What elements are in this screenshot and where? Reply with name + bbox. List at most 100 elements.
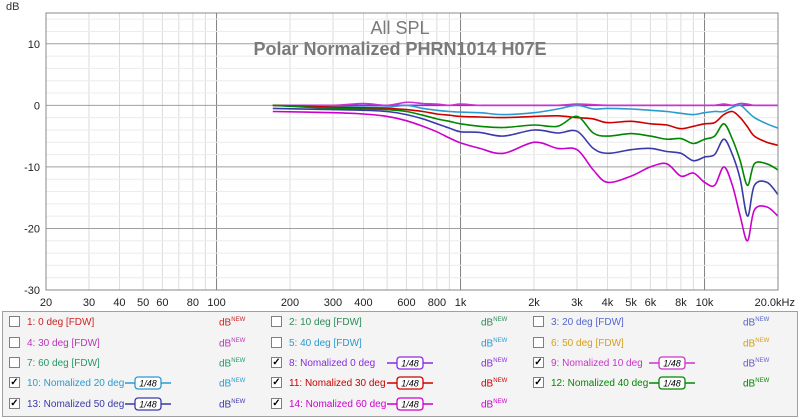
- x-tick-label: 50: [137, 297, 149, 309]
- legend-label: 9: Nomalized 10 deg: [551, 358, 643, 369]
- plot-background: [46, 13, 778, 290]
- legend-unit: dBNEW: [219, 317, 246, 329]
- legend-checkbox[interactable]: [9, 316, 20, 327]
- legend-item[interactable]: 7: 60 deg [FDW] dBNEW: [5, 355, 267, 373]
- legend-label: 5: 40 deg [FDW]: [289, 338, 362, 349]
- legend-item[interactable]: ✓ 14: Nomalized 60 deg 1/48 dBNEW: [267, 396, 529, 414]
- legend-checkbox[interactable]: ✓: [271, 357, 282, 368]
- series-line: [272, 110, 779, 242]
- legend-item[interactable]: 5: 40 deg [FDW] dBNEW: [267, 335, 529, 353]
- x-tick-label: 80: [187, 297, 199, 309]
- legend-checkbox[interactable]: ✓: [533, 377, 544, 388]
- legend-unit: dBNEW: [219, 399, 246, 411]
- smoothing-label: 1/48: [401, 359, 419, 369]
- legend-item[interactable]: ✓ 11: Nomalized 30 deg 1/48 dBNEW: [267, 375, 529, 393]
- series-line: [272, 104, 779, 129]
- x-tick-label: 1k: [455, 297, 467, 309]
- smoothing-button[interactable]: 1/48: [125, 376, 171, 390]
- smoothing-label: 1/48: [401, 379, 419, 389]
- y-axis-label: dB: [6, 1, 19, 13]
- legend-item[interactable]: ✓ 9: Nomalized 10 deg 1/48 dBNEW: [529, 355, 791, 373]
- legend-unit: dBNEW: [481, 378, 508, 390]
- smoothing-label: 1/48: [663, 379, 681, 389]
- spl-chart: 100-10-20-30 20 30 40 50 60 80 100 200 300 400 600…: [6, 1, 795, 309]
- legend-item[interactable]: ✓ 12: Nomalized 40 deg 1/48 dBNEW: [529, 375, 791, 393]
- legend-item[interactable]: 3: 20 deg [FDW] dBNEW: [529, 314, 791, 332]
- smoothing-button[interactable]: 1/48: [125, 397, 171, 411]
- legend-checkbox[interactable]: ✓: [271, 398, 282, 409]
- legend-label: 13: Nomalized 50 deg: [27, 399, 125, 410]
- x-tick-label: 40: [113, 297, 125, 309]
- legend-checkbox[interactable]: [533, 337, 544, 348]
- legend-unit: dBNEW: [743, 358, 770, 370]
- legend-checkbox[interactable]: ✓: [9, 398, 20, 409]
- legend-item[interactable]: 4: 30 deg [FDW] dBNEW: [5, 335, 267, 353]
- legend-item[interactable]: ✓ 8: Nomalized 0 deg 1/48 dBNEW: [267, 355, 529, 373]
- legend-unit: dBNEW: [743, 378, 770, 390]
- legend-label: 11: Nomalized 30 deg: [289, 378, 386, 389]
- series-line: [272, 107, 779, 217]
- legend-checkbox[interactable]: ✓: [9, 377, 20, 388]
- smoothing-button[interactable]: 1/48: [387, 356, 433, 370]
- y-tick-labels: 10 0 -10 -20 -30: [24, 39, 40, 297]
- legend-label: 3: 20 deg [FDW]: [551, 317, 624, 328]
- legend-label: 7: 60 deg [FDW]: [27, 358, 100, 369]
- x-tick-label: 3k: [571, 297, 583, 309]
- legend-label: 10: Nomalized 20 deg: [27, 378, 125, 389]
- series-line: [272, 104, 779, 187]
- smoothing-label: 1/48: [139, 379, 157, 389]
- y-tick-label: -20: [24, 223, 40, 235]
- x-tick-label: 60: [156, 297, 168, 309]
- legend-unit: dBNEW: [743, 317, 770, 329]
- legend-unit: dBNEW: [481, 317, 508, 329]
- x-tick-label: 4k: [602, 297, 614, 309]
- legend-checkbox[interactable]: [9, 337, 20, 348]
- smoothing-label: 1/48: [663, 359, 681, 369]
- legend-label: 12: Nomalized 40 deg: [551, 378, 649, 389]
- smoothing-button[interactable]: 1/48: [387, 397, 433, 411]
- x-tick-label: 100: [207, 297, 225, 309]
- x-tick-label: 300: [324, 297, 342, 309]
- legend-checkbox[interactable]: [271, 337, 282, 348]
- y-tick-label: 10: [28, 39, 40, 51]
- legend-item[interactable]: 1: 0 deg [FDW] dBNEW: [5, 314, 267, 332]
- series-line: [272, 101, 778, 107]
- legend-checkbox[interactable]: [271, 316, 282, 327]
- legend-label: 6: 50 deg [FDW]: [551, 338, 624, 349]
- x-tick-label: 2k: [528, 297, 540, 309]
- legend-checkbox[interactable]: ✓: [533, 357, 544, 368]
- x-tick-label: 5k: [625, 297, 637, 309]
- smoothing-button[interactable]: 1/48: [649, 376, 695, 390]
- x-tick-label: 30: [83, 297, 95, 309]
- legend-label: 8: Nomalized 0 deg: [289, 358, 376, 369]
- legend-checkbox[interactable]: [9, 357, 20, 368]
- plot-frame: [45, 12, 779, 291]
- chart-subtitle: Polar Normalized PHRN1014 H07E: [253, 39, 546, 59]
- legend-unit: dBNEW: [219, 338, 246, 350]
- smoothing-label: 1/48: [401, 400, 419, 410]
- smoothing-button[interactable]: 1/48: [387, 376, 433, 390]
- legend-label: 4: 30 deg [FDW]: [27, 338, 100, 349]
- x-tick-label: 8k: [675, 297, 687, 309]
- legend-unit: dBNEW: [481, 358, 508, 370]
- legend-item[interactable]: 6: 50 deg [FDW] dBNEW: [529, 335, 791, 353]
- legend-item[interactable]: 2: 10 deg [FDW] dBNEW: [267, 314, 529, 332]
- legend-checkbox[interactable]: [533, 316, 544, 327]
- legend-item[interactable]: ✓ 10: Nomalized 20 deg 1/48 dBNEW: [5, 375, 267, 393]
- legend-unit: dBNEW: [219, 378, 246, 390]
- legend-unit: dBNEW: [743, 338, 770, 350]
- y-tick-label: 0: [34, 100, 40, 112]
- x-tick-label: 6k: [645, 297, 657, 309]
- chart-series: [272, 101, 779, 242]
- legend-label: 2: 10 deg [FDW]: [289, 317, 362, 328]
- legend-label: 1: 0 deg [FDW]: [27, 317, 95, 328]
- legend-panel: 1: 0 deg [FDW] dBNEW 2: 10 deg [FDW] dBNEW 3…: [2, 311, 798, 417]
- x-tick-label: 800: [428, 297, 446, 309]
- legend-unit: dBNEW: [481, 399, 508, 411]
- series-line: [272, 104, 779, 147]
- x-tick-label: 400: [354, 297, 372, 309]
- legend-checkbox[interactable]: ✓: [271, 377, 282, 388]
- x-tick-label: 10k: [696, 297, 714, 309]
- smoothing-button[interactable]: 1/48: [649, 356, 695, 370]
- legend-item[interactable]: ✓ 13: Nomalized 50 deg 1/48 dBNEW: [5, 396, 267, 414]
